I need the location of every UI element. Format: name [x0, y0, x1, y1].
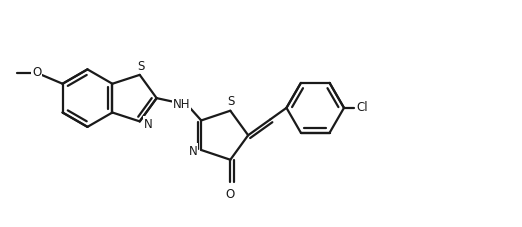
Text: NH: NH — [173, 97, 190, 110]
Text: S: S — [137, 60, 145, 73]
Text: O: O — [32, 66, 41, 79]
Text: N: N — [144, 117, 152, 130]
Text: N: N — [188, 144, 197, 157]
Text: Cl: Cl — [357, 101, 368, 114]
Text: O: O — [226, 187, 235, 200]
Text: S: S — [228, 94, 235, 107]
